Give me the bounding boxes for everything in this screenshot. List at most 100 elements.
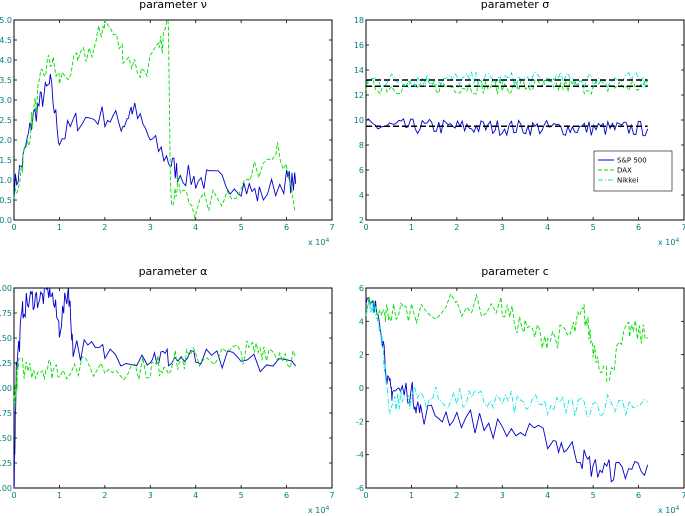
x-tick-label: 1 [57, 491, 62, 500]
y-tick-label: 0.50 [0, 434, 12, 443]
y-tick-label: 0.75 [0, 409, 12, 418]
legend: S&P 500 DAX Nikkei [593, 150, 673, 192]
axis-ticks: 0 1 2 3 4 5 6 7 -6 -4 -2 0 2 4 6 [356, 284, 685, 500]
x-tick-label: 3 [148, 491, 153, 500]
x-tick-label: 2 [454, 491, 459, 500]
x-tick-label: 6 [284, 223, 289, 232]
x-tick-label: 1 [409, 223, 414, 232]
series-layer [365, 70, 649, 137]
x-tick-label: 5 [239, 223, 244, 232]
y-tick-label: 1.5 [0, 156, 12, 165]
x-multiplier: x 104 [658, 237, 679, 247]
x-tick-label: 6 [284, 491, 289, 500]
x-tick-label: 7 [681, 223, 685, 232]
x-tick-label: 4 [545, 491, 550, 500]
x-multiplier: x 104 [308, 505, 329, 515]
x-tick-label: 3 [500, 223, 505, 232]
y-tick-label: 18 [354, 16, 364, 25]
y-tick-label: 2 [359, 351, 364, 360]
y-tick-label: 12 [354, 91, 364, 100]
series-dax-line [365, 292, 648, 383]
y-tick-label: 0.25 [0, 459, 12, 468]
y-tick-label: 0.0 [0, 216, 12, 225]
x-multiplier: x 104 [308, 237, 329, 247]
y-tick-label: 2.5 [0, 116, 12, 125]
series-nikkei-line [365, 70, 649, 90]
x-tick-label: 4 [545, 223, 550, 232]
x-tick-label: 7 [329, 491, 334, 500]
y-tick-label: 2.0 [0, 136, 12, 145]
panel-title: parameter c [481, 265, 549, 278]
y-tick-label: 10 [354, 116, 364, 125]
axis-ticks: 0 1 2 3 4 5 6 7 0.0 0.5 1.0 1.5 2.0 2.5 3.0 3.5 4.0 4.5 5.… [0, 16, 335, 232]
x-tick-label: 5 [239, 491, 244, 500]
y-tick-label: 6 [359, 166, 364, 175]
y-tick-label: 1.50 [0, 334, 12, 343]
y-tick-label: 3.5 [0, 76, 12, 85]
panel-parameter-alpha: parameter α 0 1 2 3 4 5 6 7 0.00 0.25 0.50 0.75 1.00… [0, 265, 335, 515]
x-tick-label: 2 [454, 223, 459, 232]
y-tick-label: 14 [354, 66, 364, 75]
series-nikkei-line [365, 298, 648, 418]
y-tick-label: 4 [359, 191, 364, 200]
y-tick-label: 0.00 [0, 484, 12, 493]
y-tick-label: 4 [359, 317, 364, 326]
x-tick-label: 0 [363, 223, 368, 232]
panel-title: parameter α [139, 265, 208, 278]
x-tick-label: 1 [409, 491, 414, 500]
y-tick-label: 0 [359, 384, 364, 393]
x-tick-label: 4 [193, 223, 198, 232]
x-tick-label: 5 [591, 491, 596, 500]
y-tick-label: -6 [356, 484, 364, 493]
plot-frame [365, 287, 685, 489]
x-tick-label: 6 [636, 223, 641, 232]
y-tick-label: 16 [354, 41, 364, 50]
y-tick-label: 4.0 [0, 56, 12, 65]
series-dax-line [13, 340, 297, 408]
series-dax-line [13, 18, 297, 220]
series-layer [13, 18, 297, 220]
y-tick-label: 2 [359, 216, 364, 225]
axis-ticks: 0 1 2 3 4 5 6 7 0.00 0.25 0.50 0.75 1.00 1.25 1.50 1.75… [0, 284, 335, 500]
x-tick-label: 6 [636, 491, 641, 500]
x-tick-label: 7 [329, 223, 334, 232]
x-tick-label: 0 [11, 223, 16, 232]
x-tick-label: 2 [102, 223, 107, 232]
x-tick-label: 0 [363, 491, 368, 500]
x-multiplier: x 104 [658, 505, 679, 515]
y-tick-label: 0.5 [0, 196, 12, 205]
legend-label-dax: DAX [617, 167, 632, 175]
series-layer [13, 286, 297, 489]
panel-title: parameter σ [481, 0, 550, 11]
x-tick-label: 7 [681, 491, 685, 500]
series-sp500-line [13, 74, 297, 202]
y-tick-label: -2 [356, 417, 364, 426]
series-layer [365, 292, 649, 483]
y-tick-label: 5.0 [0, 16, 12, 25]
series-sp500-line [365, 297, 649, 483]
y-tick-label: 1.75 [0, 309, 12, 318]
y-tick-label: 1.0 [0, 176, 12, 185]
x-tick-label: 2 [102, 491, 107, 500]
series-sp500-line [13, 286, 297, 489]
x-tick-label: 3 [500, 491, 505, 500]
x-tick-label: 1 [57, 223, 62, 232]
y-tick-label: -4 [356, 451, 364, 460]
y-tick-label: 3.0 [0, 96, 12, 105]
x-tick-label: 0 [11, 491, 16, 500]
x-tick-label: 4 [193, 491, 198, 500]
series-sp500-line [365, 117, 649, 137]
panel-parameter-c: parameter c 0 1 2 3 4 5 6 7 -6 -4 -2 0 2 4 6 x 104 [356, 265, 685, 515]
y-tick-label: 2.00 [0, 284, 12, 293]
y-tick-label: 6 [359, 284, 364, 293]
panel-parameter-nu: parameter ν 0 1 2 3 4 5 6 7 0.0 0.5 1.0 1.5 2.0 2.5 3.… [0, 0, 335, 247]
x-tick-label: 3 [148, 223, 153, 232]
y-tick-label: 4.5 [0, 36, 12, 45]
y-tick-label: 8 [359, 141, 364, 150]
panel-title: parameter ν [139, 0, 207, 11]
x-tick-label: 5 [591, 223, 596, 232]
legend-box [593, 150, 673, 192]
